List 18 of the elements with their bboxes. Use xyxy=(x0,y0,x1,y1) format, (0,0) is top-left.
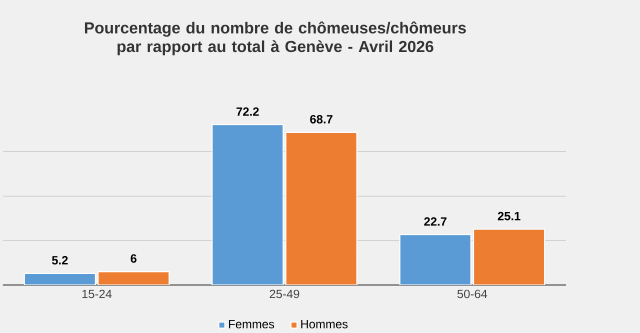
data-label: 6 xyxy=(130,254,136,263)
data-label: 22.7 xyxy=(424,217,446,226)
bar xyxy=(98,272,170,286)
legend-label: Hommes xyxy=(301,320,348,328)
bar xyxy=(285,132,358,286)
bar xyxy=(399,234,472,286)
bar xyxy=(24,273,96,286)
bar xyxy=(212,124,284,286)
data-label: 5.2 xyxy=(52,256,68,265)
x-tick-label: 25-49 xyxy=(270,290,300,298)
chart-title: Pourcentage du nombre de chômeuses/chômeurs par rapport au total à Genève - Avril 2026 xyxy=(84,22,466,56)
x-tick-label: 15-24 xyxy=(82,290,112,298)
data-label: 25.1 xyxy=(498,212,520,220)
legend-label: Femmes xyxy=(229,320,274,328)
data-label: 72.2 xyxy=(236,107,259,116)
bar xyxy=(473,228,546,286)
x-tick-label: 50-64 xyxy=(457,290,488,298)
data-label: 68.7 xyxy=(310,115,332,124)
